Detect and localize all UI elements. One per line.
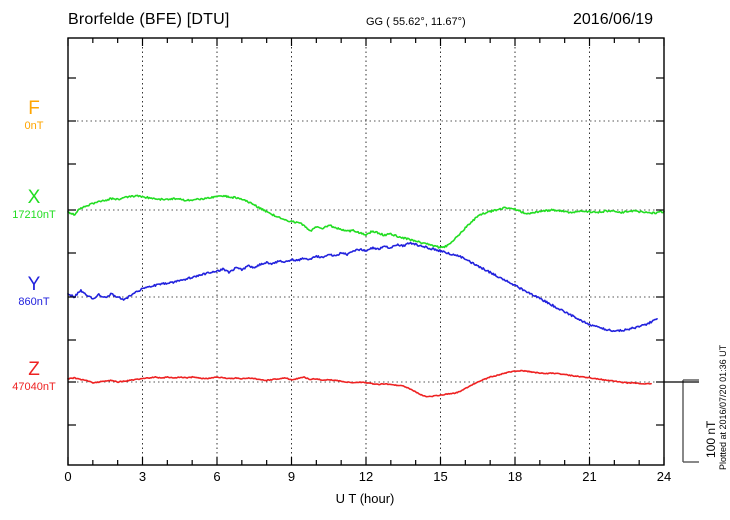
- component-symbol-y: Y: [27, 274, 41, 295]
- x-axis-title: U T (hour): [335, 491, 395, 506]
- component-label-z: Z 47040nT: [0, 360, 68, 393]
- x-tick-label-12: 12: [358, 469, 374, 484]
- x-tick-label-15: 15: [433, 469, 448, 484]
- component-symbol-x: X: [27, 187, 41, 208]
- component-label-x: X 17210nT: [0, 188, 68, 221]
- gridlines: [142, 38, 590, 465]
- x-tick-label-9: 9: [287, 469, 296, 484]
- component-baseline-y: 860nT: [18, 296, 50, 308]
- component-baseline-z: 47040nT: [12, 381, 56, 393]
- scale-bar-label: 100 nT: [704, 420, 718, 458]
- component-label-f: F 0nT: [0, 99, 68, 132]
- trace-group: [67, 194, 665, 398]
- x-tick-label-21: 21: [582, 469, 597, 484]
- component-symbol-f: F: [28, 98, 40, 119]
- plotted-timestamp: Plotted at 2016/07/20 01:36 UT: [718, 344, 728, 470]
- x-tick-label-24: 24: [656, 469, 672, 484]
- page-title: Brorfelde (BFE) [DTU]: [68, 11, 230, 28]
- component-baseline-f: 0nT: [24, 120, 44, 132]
- observation-date: 2016/06/19: [573, 11, 654, 28]
- x-tick-label-18: 18: [507, 469, 523, 484]
- component-symbol-z: Z: [28, 359, 40, 380]
- x-tick-label-3: 3: [138, 469, 147, 484]
- x-tick-label-0: 0: [64, 469, 72, 484]
- axis-ticks: [67, 38, 665, 465]
- component-label-y: Y 860nT: [0, 275, 68, 308]
- x-tick-label-6: 6: [213, 469, 221, 484]
- geographic-coordinates: GG ( 55.62°, 11.67°): [366, 16, 466, 28]
- component-baseline-x: 17210nT: [12, 209, 56, 221]
- scale-bar: [664, 379, 699, 463]
